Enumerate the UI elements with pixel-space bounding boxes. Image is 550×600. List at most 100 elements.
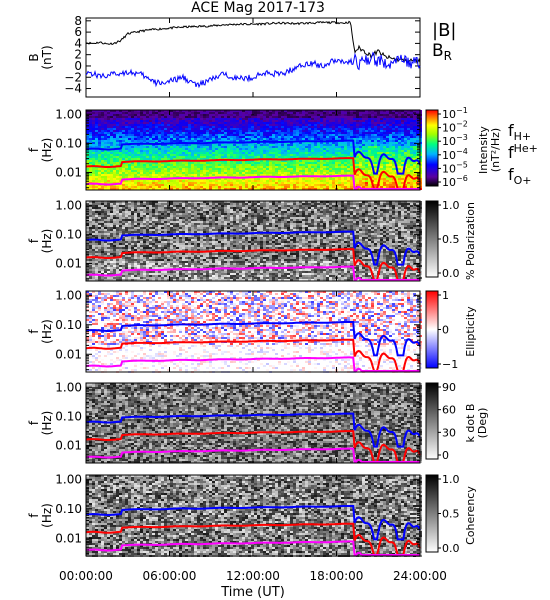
pixel-intensity [347, 154, 350, 156]
pixel-intensity [251, 116, 254, 118]
pixel-intensity [305, 162, 308, 164]
pixel-intensity [143, 152, 146, 154]
pixel-intensity [353, 110, 356, 112]
pixel-intensity [203, 152, 206, 154]
pixel-intensity [227, 134, 230, 136]
pixel-intensity [404, 150, 407, 152]
pixel-intensity [317, 148, 320, 150]
pixel-intensity [260, 152, 263, 154]
pixel-intensity [134, 180, 137, 182]
pixel-intensity [410, 114, 413, 116]
pixel-intensity [176, 168, 179, 170]
pixel-polarization [107, 273, 110, 275]
pixel-intensity [266, 188, 269, 190]
pixel-intensity [389, 172, 392, 174]
pixel-intensity [104, 142, 107, 144]
pixel-intensity [116, 126, 119, 128]
pixel-intensity [239, 170, 242, 172]
pixel-intensity [224, 138, 227, 140]
pixel-intensity [140, 116, 143, 118]
pixel-intensity [254, 162, 257, 164]
pixel-intensity [380, 132, 383, 134]
pixel-intensity [125, 188, 128, 190]
pixel-intensity [113, 140, 116, 142]
pixel-intensity [404, 134, 407, 136]
pixel-intensity [371, 150, 374, 152]
pixel-intensity [383, 152, 386, 154]
pixel-intensity [320, 170, 323, 172]
pixel-intensity [263, 148, 266, 150]
pixel-intensity [314, 122, 317, 124]
pixel-intensity [275, 164, 278, 166]
pixel-intensity [95, 116, 98, 118]
pixel-intensity [413, 150, 416, 152]
pixel-intensity [308, 174, 311, 176]
pixel-intensity [164, 166, 167, 168]
pixel-intensity [341, 136, 344, 138]
pixel-intensity [242, 140, 245, 142]
pixel-intensity [239, 130, 242, 132]
pixel-polarization [98, 227, 101, 229]
pixel-intensity [161, 144, 164, 146]
pixel-intensity [92, 178, 95, 180]
pixel-intensity [302, 142, 305, 144]
pixel-intensity [218, 138, 221, 140]
pixel-intensity [164, 146, 167, 148]
pixel-intensity [335, 116, 338, 118]
pixel-intensity [197, 134, 200, 136]
pixel-intensity [341, 146, 344, 148]
pixel-intensity [371, 138, 374, 140]
pixel-intensity [254, 146, 257, 148]
pixel-intensity [215, 162, 218, 164]
pixel-polarization [110, 213, 113, 215]
pixel-intensity [140, 180, 143, 182]
pixel-intensity [416, 110, 419, 112]
pixel-intensity [326, 186, 329, 188]
pixel-intensity [290, 118, 293, 120]
pixel-intensity [218, 178, 221, 180]
pixel-intensity [197, 180, 200, 182]
pixel-intensity [299, 174, 302, 176]
pixel-intensity [383, 176, 386, 178]
pixel-intensity [119, 138, 122, 140]
pixel-polarization [92, 255, 95, 257]
pixel-intensity [230, 118, 233, 120]
pixel-intensity [356, 132, 359, 134]
pixel-intensity [323, 160, 326, 162]
pixel-intensity [284, 150, 287, 152]
pixel-intensity [350, 118, 353, 120]
pixel-intensity [140, 182, 143, 184]
pixel-intensity [245, 146, 248, 148]
pixel-intensity [98, 140, 101, 142]
pixel-intensity [227, 180, 230, 182]
pixel-intensity [149, 154, 152, 156]
pixel-intensity [89, 160, 92, 162]
pixel-intensity [188, 134, 191, 136]
pixel-intensity [401, 128, 404, 130]
pixel-intensity [347, 112, 350, 114]
pixel-polarization [89, 205, 92, 207]
pixel-intensity [308, 124, 311, 126]
pixel-intensity [230, 148, 233, 150]
pixel-intensity [410, 146, 413, 148]
pixel-intensity [320, 182, 323, 184]
pixel-intensity [122, 136, 125, 138]
pixel-intensity [290, 188, 293, 190]
pixel-intensity [278, 110, 281, 112]
pixel-intensity [185, 154, 188, 156]
pixel-intensity [386, 184, 389, 186]
pixel-intensity [413, 158, 416, 160]
pixel-intensity [332, 138, 335, 140]
pixel-intensity [305, 180, 308, 182]
pixel-intensity [374, 178, 377, 180]
pixel-intensity [290, 130, 293, 132]
pixel-intensity [329, 122, 332, 124]
pixel-intensity [179, 158, 182, 160]
pixel-intensity [152, 168, 155, 170]
pixel-intensity [344, 142, 347, 144]
pixel-intensity [299, 182, 302, 184]
pixel-intensity [359, 150, 362, 152]
pixel-intensity [116, 130, 119, 132]
pixel-intensity [350, 134, 353, 136]
pixel-polarization [92, 215, 95, 217]
